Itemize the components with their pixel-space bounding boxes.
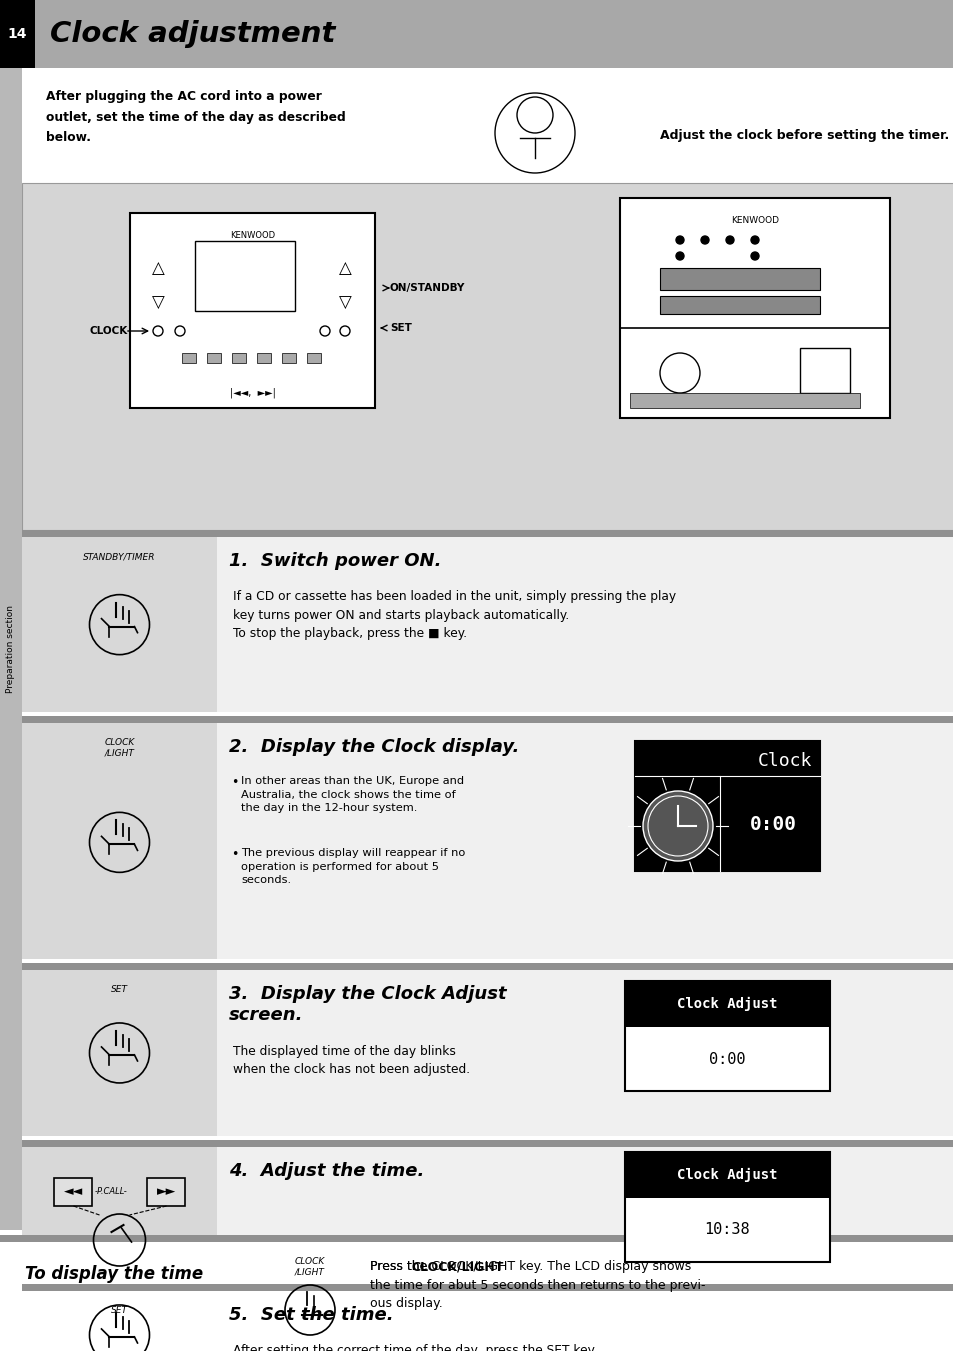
Text: CLOCK: CLOCK — [90, 326, 128, 336]
Text: CLOCK
/LIGHT: CLOCK /LIGHT — [104, 738, 134, 758]
Text: 1.  Switch power ON.: 1. Switch power ON. — [229, 553, 441, 570]
Text: 3.  Display the Clock Adjust
screen.: 3. Display the Clock Adjust screen. — [229, 985, 506, 1024]
Bar — [624, 981, 829, 1027]
Circle shape — [676, 236, 683, 245]
Circle shape — [319, 326, 330, 336]
Bar — [22, 68, 953, 182]
Bar — [182, 353, 195, 363]
Bar — [659, 296, 820, 313]
Text: Press the: Press the — [370, 1260, 431, 1273]
Bar — [0, 0, 953, 68]
Text: KENWOOD: KENWOOD — [730, 216, 779, 226]
Text: The displayed time of the day blinks
when the clock has not been adjusted.: The displayed time of the day blinks whe… — [233, 1046, 470, 1077]
Bar — [216, 536, 953, 712]
Text: |◄◄,  ►►|: |◄◄, ►►| — [230, 388, 275, 399]
Bar — [22, 182, 953, 530]
Text: 14: 14 — [8, 27, 28, 41]
Text: △: △ — [152, 259, 164, 277]
Bar — [216, 970, 953, 1136]
Bar — [629, 393, 859, 408]
Bar — [22, 723, 216, 959]
Text: ◄◄: ◄◄ — [64, 1185, 83, 1198]
Text: In other areas than the UK, Europe and
Australia, the clock shows the time of
th: In other areas than the UK, Europe and A… — [241, 775, 464, 813]
Text: ►►: ►► — [156, 1185, 176, 1198]
Bar — [232, 353, 246, 363]
Text: 0:00: 0:00 — [708, 1051, 745, 1066]
Text: SET: SET — [111, 985, 128, 994]
Text: CLOCK/LIGHT: CLOCK/LIGHT — [411, 1260, 503, 1273]
Text: Adjust the clock before setting the timer.: Adjust the clock before setting the time… — [659, 130, 948, 142]
Circle shape — [750, 236, 759, 245]
Bar — [256, 353, 271, 363]
Text: SET: SET — [390, 323, 412, 332]
Bar — [130, 213, 375, 408]
Text: CLOCK
/LIGHT: CLOCK /LIGHT — [294, 1256, 325, 1277]
Bar — [282, 353, 295, 363]
Text: After setting the correct time of the day, press the SET key.: After setting the correct time of the da… — [233, 1344, 597, 1351]
Bar — [207, 353, 221, 363]
Bar — [0, 1242, 953, 1351]
Circle shape — [339, 326, 350, 336]
Text: 5.  Set the time.: 5. Set the time. — [229, 1306, 394, 1324]
Bar — [216, 1292, 953, 1351]
Text: ON/STANDBY: ON/STANDBY — [390, 282, 465, 293]
Bar — [216, 1147, 953, 1279]
Bar — [22, 1140, 953, 1147]
Text: ▽: ▽ — [152, 295, 164, 312]
Bar — [22, 1147, 216, 1279]
Circle shape — [725, 236, 733, 245]
Bar — [0, 1235, 953, 1242]
Bar — [216, 723, 953, 959]
Text: △: △ — [338, 259, 351, 277]
Text: If a CD or cassette has been loaded in the unit, simply pressing the play
key tu: If a CD or cassette has been loaded in t… — [233, 590, 676, 640]
Text: Preparation section: Preparation section — [7, 605, 15, 693]
Bar — [619, 199, 889, 417]
Text: Clock: Clock — [757, 753, 811, 770]
Bar — [148, 1178, 185, 1206]
Bar — [624, 1152, 829, 1262]
Bar — [194, 240, 294, 311]
Text: 2.  Display the Clock display.: 2. Display the Clock display. — [229, 738, 518, 757]
Text: SET: SET — [111, 1306, 128, 1315]
Text: 0:00: 0:00 — [749, 815, 796, 834]
Text: STANDBY/TIMER: STANDBY/TIMER — [83, 553, 155, 561]
Circle shape — [659, 353, 700, 393]
Bar — [22, 963, 953, 970]
Circle shape — [642, 790, 712, 861]
Text: Clock adjustment: Clock adjustment — [50, 20, 335, 49]
Text: KENWOOD: KENWOOD — [230, 231, 274, 240]
Bar — [22, 970, 216, 1136]
Text: 10:38: 10:38 — [704, 1223, 749, 1238]
Circle shape — [750, 253, 759, 259]
Text: •: • — [231, 775, 238, 789]
Text: The previous display will reappear if no
operation is performed for about 5
seco: The previous display will reappear if no… — [241, 848, 465, 885]
Circle shape — [174, 326, 185, 336]
Text: Clock Adjust: Clock Adjust — [677, 997, 777, 1011]
Bar — [659, 267, 820, 290]
Bar — [54, 1178, 92, 1206]
Bar — [800, 349, 849, 393]
Text: Clock Adjust: Clock Adjust — [677, 1167, 777, 1182]
Bar — [22, 716, 953, 723]
Bar — [22, 530, 953, 536]
Bar — [624, 981, 829, 1092]
Bar — [22, 1283, 953, 1292]
Circle shape — [676, 253, 683, 259]
Text: Press the CLOCK/LIGHT key. The LCD display shows
the time for abut 5 seconds the: Press the CLOCK/LIGHT key. The LCD displ… — [370, 1260, 705, 1310]
Bar — [635, 740, 820, 871]
Bar — [22, 1292, 216, 1351]
Bar — [624, 1152, 829, 1198]
Circle shape — [152, 326, 163, 336]
Text: 4.  Adjust the time.: 4. Adjust the time. — [229, 1162, 424, 1179]
Text: •: • — [231, 848, 238, 861]
Bar — [0, 0, 35, 68]
Bar — [0, 68, 22, 1229]
Text: After plugging the AC cord into a power
outlet, set the time of the day as descr: After plugging the AC cord into a power … — [46, 91, 345, 145]
Bar — [22, 536, 216, 712]
Text: ▽: ▽ — [338, 295, 351, 312]
Bar — [307, 353, 320, 363]
Text: -P.CALL-: -P.CALL- — [95, 1188, 128, 1197]
Text: To display the time: To display the time — [25, 1265, 203, 1283]
Circle shape — [700, 236, 708, 245]
